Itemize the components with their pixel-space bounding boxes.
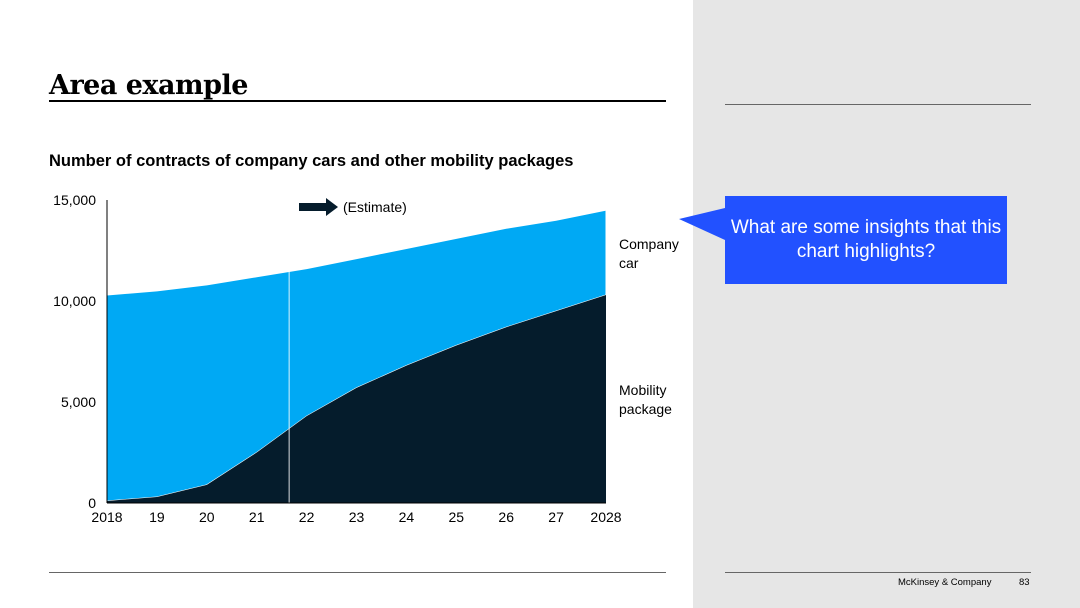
footer-brand: McKinsey & Company	[898, 577, 992, 588]
x-tick-label: 2028	[590, 509, 621, 525]
area-mobility-package	[107, 294, 606, 503]
x-tick-label: 25	[449, 509, 465, 525]
x-tick-label: 27	[548, 509, 564, 525]
page-number: 83	[1019, 577, 1030, 588]
y-tick-label: 0	[88, 495, 96, 511]
x-tick-label: 19	[149, 509, 165, 525]
x-tick-label: 2018	[91, 509, 122, 525]
chart-title: Number of contracts of company cars and …	[49, 152, 574, 170]
estimate-marker: (Estimate)	[299, 198, 407, 216]
x-tick-label: 20	[199, 509, 215, 525]
x-tick-label: 22	[299, 509, 315, 525]
y-tick-label: 5,000	[61, 394, 96, 410]
series-label: Company car	[619, 236, 679, 271]
title-underline	[49, 100, 666, 102]
footer-rule-left	[49, 572, 666, 573]
x-tick-label: 21	[249, 509, 265, 525]
slide-title: Area example	[49, 70, 248, 101]
x-tick-label: 23	[349, 509, 365, 525]
y-tick-label: 10,000	[53, 293, 96, 309]
estimate-label: (Estimate)	[343, 199, 407, 215]
panel-divider	[725, 104, 1031, 105]
y-tick-label: 15,000	[53, 192, 96, 208]
x-tick-label: 24	[399, 509, 415, 525]
series-label: Mobility package	[619, 382, 672, 417]
x-tick-label: 26	[498, 509, 514, 525]
arrow-right-icon	[299, 198, 338, 216]
footer-rule-right	[725, 572, 1031, 573]
callout-text: What are some insights that this chart h…	[730, 217, 1002, 262]
side-panel	[693, 0, 1080, 608]
